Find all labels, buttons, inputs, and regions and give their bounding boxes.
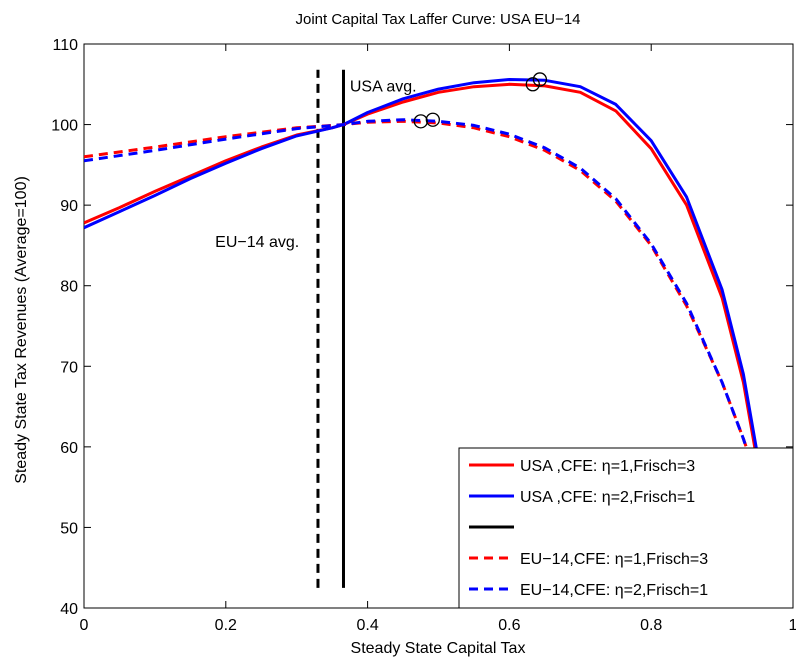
x-tick-label: 0.8 [640, 617, 662, 634]
y-axis: 40 50 60 70 80 90 100 110 [51, 37, 793, 618]
legend-label-5: EU−14,CFE: η=2,Frisch=1 [520, 582, 708, 599]
y-tick-label: 100 [51, 118, 78, 135]
y-tick-label: 50 [60, 520, 78, 537]
series-line-2 [84, 78, 788, 585]
x-axis-title: Steady State Capital Tax [351, 640, 526, 657]
y-tick-label: 80 [60, 279, 78, 296]
y-tick-label: 110 [52, 37, 78, 54]
legend: USA ,CFE: η=1,Frisch=3 USA ,CFE: η=2,Fris… [458, 447, 794, 609]
chart-title: Joint Capital Tax Laffer Curve: USA EU−1… [295, 11, 580, 28]
plot-clip-group [84, 69, 788, 588]
legend-label-1: USA ,CFE: η=1,Frisch=3 [520, 458, 695, 475]
annotation-1: USA avg. [350, 79, 417, 96]
legend-box [458, 447, 794, 609]
y-tick-label: 70 [60, 359, 78, 376]
legend-label-4: EU−14,CFE: η=1,Frisch=3 [520, 551, 708, 568]
peak-marker-4 [425, 112, 440, 127]
series-line-4 [84, 118, 788, 585]
x-tick-label: 0 [80, 617, 89, 634]
y-tick-label: 40 [60, 601, 78, 618]
x-tick-label: 1 [789, 617, 796, 634]
y-tick-label: 90 [60, 198, 78, 215]
y-tick-label: 60 [60, 440, 78, 457]
x-axis: 0 0.2 0.4 0.6 0.8 1 [80, 44, 796, 634]
legend-label-2: USA ,CFE: η=2,Frisch=1 [520, 489, 695, 506]
x-tick-label: 0.6 [498, 617, 520, 634]
annotation-2: EU−14 avg. [215, 234, 299, 251]
plot-area: USA avg. EU−14 avg. [83, 43, 794, 609]
series-line-1 [84, 82, 788, 585]
x-tick-label: 0.4 [356, 617, 378, 634]
peak-marker-3 [413, 114, 428, 129]
peak-marker-2 [532, 72, 548, 87]
peak-marker-1 [525, 77, 540, 92]
y-axis-title: Steady State Tax Revenues (Average=100) [13, 176, 30, 484]
x-tick-label: 0.2 [215, 617, 237, 634]
